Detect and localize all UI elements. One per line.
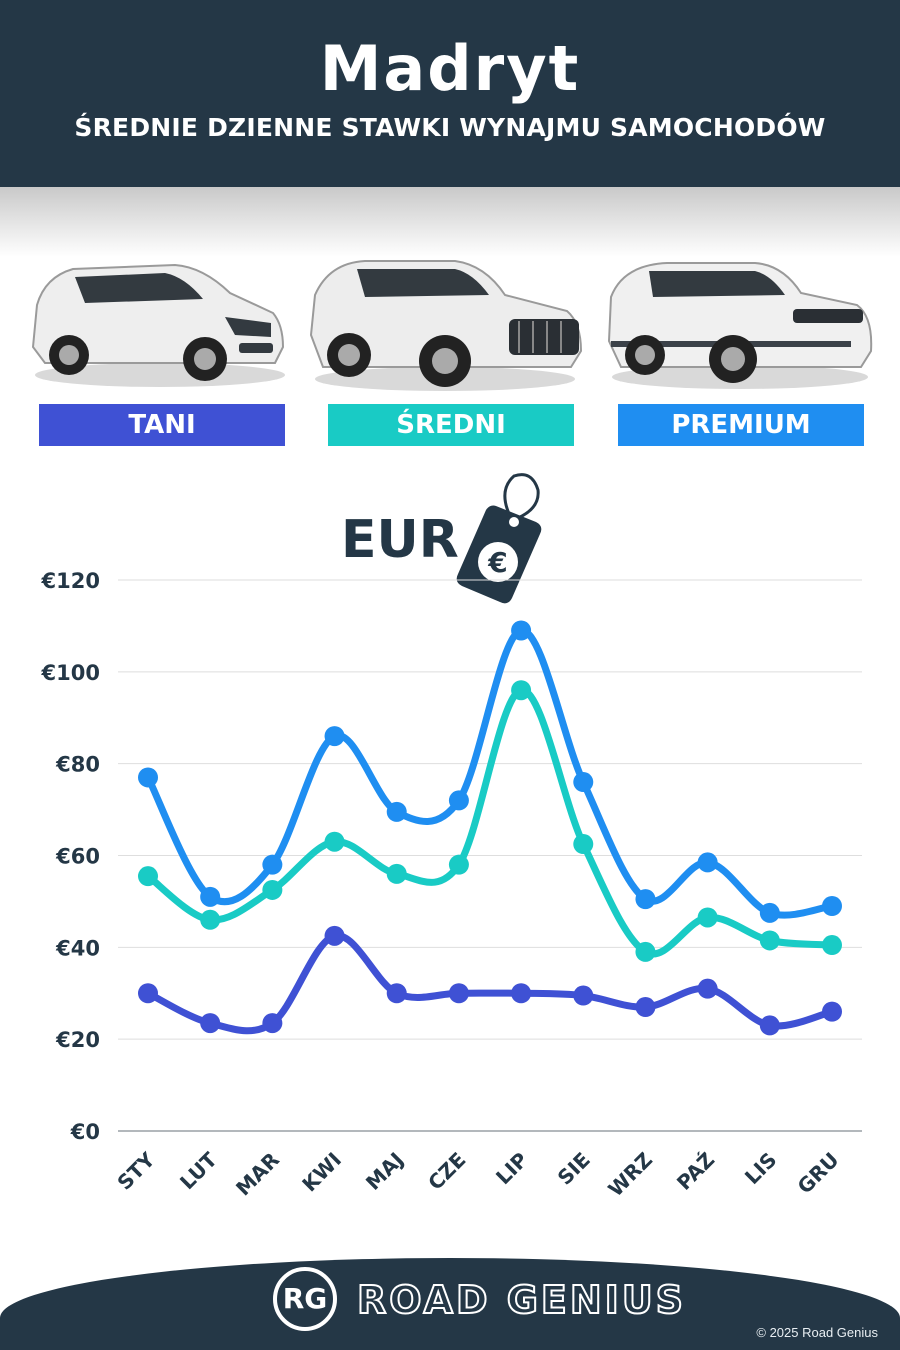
data-point xyxy=(697,907,718,928)
data-point xyxy=(635,889,656,910)
data-point xyxy=(200,1013,221,1034)
data-point xyxy=(200,886,221,907)
x-tick-label: SIE xyxy=(553,1148,595,1190)
euro-symbol: € xyxy=(487,546,507,579)
data-point xyxy=(448,790,469,811)
y-tick-label: €0 xyxy=(70,1120,100,1144)
data-point xyxy=(138,866,158,887)
data-point xyxy=(448,983,469,1004)
x-tick-label: MAR xyxy=(231,1148,284,1201)
x-tick-label: STY xyxy=(112,1147,159,1194)
data-point xyxy=(573,772,594,793)
data-point xyxy=(324,726,345,747)
data-point xyxy=(200,909,221,930)
page-title: Madryt xyxy=(319,32,581,105)
y-tick-label: €80 xyxy=(55,753,100,777)
data-point xyxy=(262,1013,283,1034)
x-tick-label: LIP xyxy=(491,1148,533,1190)
x-tick-label: KWI xyxy=(297,1148,346,1197)
data-point xyxy=(386,801,407,822)
category-badge-sredni: ŚREDNI xyxy=(328,404,574,446)
x-tick-label: CZE xyxy=(423,1148,470,1195)
data-point xyxy=(697,852,718,873)
header-shadow xyxy=(0,187,900,257)
rental-rates-line-chart: €0 €20 €40 €60 €80 €100 €120 STY LUT MAR KWI MAJ CZ… xyxy=(41,569,862,1202)
data-point xyxy=(386,983,407,1004)
data-point xyxy=(697,978,718,999)
x-tick-label: MAJ xyxy=(361,1148,408,1195)
data-point xyxy=(511,983,532,1004)
series-line xyxy=(144,686,836,958)
price-tag-euro-icon: € xyxy=(456,473,542,604)
x-tick-label: LUT xyxy=(175,1147,222,1194)
header: Madryt ŚREDNIE DZIENNE STAWKI WYNAJMU SA… xyxy=(0,0,900,187)
data-point xyxy=(759,930,780,951)
brand-logo-icon: RG xyxy=(273,1267,337,1331)
data-point xyxy=(386,863,407,884)
data-point xyxy=(573,834,594,855)
category-badge-tani: TANI xyxy=(39,404,285,446)
data-point xyxy=(511,680,532,701)
data-point xyxy=(822,1001,842,1022)
brand-name: ROAD GENIUS xyxy=(356,1277,687,1323)
y-tick-label: €120 xyxy=(41,569,100,593)
data-point xyxy=(448,854,469,875)
data-point xyxy=(262,879,283,900)
data-point xyxy=(822,896,842,917)
data-point xyxy=(138,983,158,1004)
footer xyxy=(0,1258,900,1350)
x-tick-label: LIS xyxy=(740,1148,781,1189)
data-point xyxy=(262,854,283,875)
y-tick-label: €60 xyxy=(55,845,100,869)
data-point xyxy=(324,831,345,852)
category-badge-premium: PREMIUM xyxy=(618,404,864,446)
hatchback-car-icon xyxy=(31,263,285,387)
data-point xyxy=(324,925,345,946)
data-point xyxy=(822,935,842,956)
luxury-suv-car-icon xyxy=(607,262,873,389)
y-tick-label: €100 xyxy=(41,661,100,685)
data-point xyxy=(573,985,594,1006)
data-point xyxy=(635,997,656,1018)
suv-car-icon xyxy=(309,260,583,391)
data-point xyxy=(759,902,780,923)
y-tick-label: €20 xyxy=(55,1028,100,1052)
y-tick-label: €40 xyxy=(55,936,100,960)
x-tick-label: WRZ xyxy=(603,1148,657,1202)
series-line xyxy=(144,932,836,1035)
x-tick-label: GRU xyxy=(793,1148,844,1199)
page-subtitle: ŚREDNIE DZIENNE STAWKI WYNAJMU SAMOCHODÓ… xyxy=(74,113,826,142)
data-point xyxy=(138,767,158,788)
data-point xyxy=(635,941,656,962)
data-point xyxy=(759,1015,780,1036)
currency-label: EUR xyxy=(341,510,459,570)
x-tick-label: PAŹ xyxy=(672,1148,719,1195)
data-point xyxy=(511,620,532,641)
copyright: © 2025 Road Genius xyxy=(756,1325,878,1340)
